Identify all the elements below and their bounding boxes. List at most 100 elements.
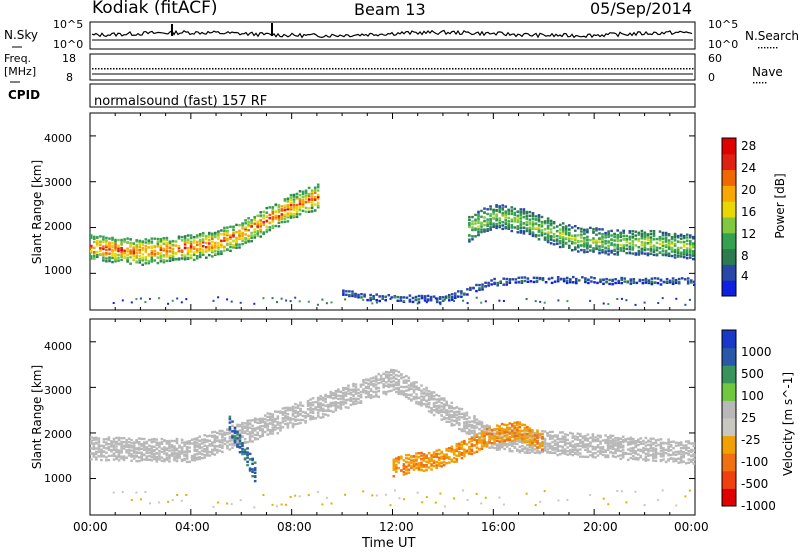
- velocity-cell: [566, 433, 569, 437]
- velocity-cell: [629, 456, 633, 460]
- power-cell: [673, 244, 677, 247]
- velocity-cell: [440, 461, 443, 464]
- power-cell: [564, 237, 568, 240]
- velocity-cell: [458, 427, 461, 431]
- velocity-cell: [105, 456, 108, 459]
- velocity-cell: [435, 466, 438, 470]
- freq-dot: [200, 68, 202, 70]
- power-cell: [114, 256, 117, 259]
- freq-dot: [305, 68, 307, 70]
- velocity-cell: [417, 403, 421, 406]
- freq-dot: [158, 68, 160, 70]
- power-cell: [667, 233, 671, 236]
- power-cell: [226, 248, 229, 251]
- velocity-cell: [483, 437, 486, 441]
- velocity-cell: [440, 402, 443, 405]
- power-cell: [177, 235, 181, 238]
- velocity-cell: [495, 448, 499, 451]
- velocity-cell: [90, 436, 93, 439]
- velocity-cell: [455, 442, 459, 446]
- power-cell: [495, 222, 498, 226]
- velocity-cell: [415, 400, 418, 404]
- velocity-cell: [606, 438, 610, 441]
- power-cell: [150, 246, 154, 250]
- velocity-cell: [158, 445, 161, 449]
- velocity-cell: [642, 439, 645, 443]
- velocity-cell: [607, 503, 610, 506]
- velocity-cell: [579, 432, 582, 436]
- velocity-cell: [180, 452, 184, 455]
- power-cell: [126, 241, 129, 244]
- velocity-cell: [475, 492, 478, 495]
- power-cell: [342, 293, 345, 296]
- velocity-cell: [284, 419, 287, 422]
- power-cell: [471, 223, 474, 226]
- velocity-cell: [422, 455, 426, 458]
- freq-dot: [170, 68, 172, 70]
- power-cell: [180, 301, 183, 304]
- velocity-cell: [625, 501, 628, 504]
- velocity-cell: [533, 438, 537, 441]
- velocity-cell: [432, 459, 436, 463]
- velocity-cell: [437, 406, 441, 409]
- velocity-cell: [142, 453, 146, 457]
- power-cell: [117, 256, 120, 260]
- velocity-cell: [92, 445, 96, 449]
- velocity-cell: [170, 449, 174, 452]
- velocity-cell: [120, 440, 123, 444]
- velocity-cell: [145, 455, 149, 458]
- velocity-cell: [541, 450, 544, 453]
- station-title: Kodiak (fitACF): [92, 0, 218, 18]
- velocity-cell: [526, 428, 529, 431]
- velocity-cell: [324, 397, 327, 401]
- velocity-cell: [395, 460, 398, 463]
- velocity-cell: [427, 397, 431, 401]
- power-cell: [644, 277, 648, 281]
- power-cell: [159, 252, 163, 255]
- velocity-cell: [148, 447, 151, 451]
- velocity-cell: [528, 448, 532, 451]
- power-cell: [463, 292, 466, 295]
- power-cell: [539, 300, 542, 303]
- velocity-cell: [352, 400, 355, 404]
- velocity-cell: [672, 457, 675, 460]
- power-cell: [499, 280, 502, 283]
- velocity-cell: [422, 395, 426, 398]
- power-cell: [102, 259, 105, 262]
- power-cell: [605, 280, 608, 284]
- velocity-cell: [230, 503, 233, 506]
- power-cell: [532, 280, 536, 284]
- velocity-cell: [473, 425, 476, 428]
- velocity-cell: [176, 494, 179, 496]
- velocity-cell: [516, 430, 519, 434]
- velocity-cell: [652, 454, 655, 457]
- velocity-cell: [410, 462, 413, 465]
- velocity-cell: [669, 457, 673, 460]
- power-cell: [477, 214, 480, 218]
- velocity-cell: [208, 454, 212, 457]
- velocity-cell: [367, 385, 370, 388]
- velocity-cell: [548, 434, 552, 437]
- velocity-cell: [437, 411, 441, 415]
- velocity-cell: [193, 455, 196, 458]
- power-cell: [543, 236, 547, 239]
- velocity-cell: [316, 411, 320, 414]
- power-cell: [483, 228, 486, 231]
- power-cell: [230, 300, 233, 303]
- velocity-cell: [473, 431, 476, 435]
- velocity-cell: [557, 499, 560, 502]
- power-cell: [262, 214, 265, 217]
- velocity-cell: [354, 392, 358, 395]
- power-cell: [460, 290, 463, 293]
- velocity-cell: [415, 455, 418, 458]
- nsearch-dot: [761, 47, 763, 49]
- velocity-cell: [526, 451, 529, 455]
- power-cell: [271, 220, 275, 223]
- velocity-cell: [329, 390, 333, 394]
- power-cell: [177, 249, 181, 253]
- power-cell: [670, 254, 674, 258]
- freq-dot: [401, 68, 403, 70]
- freq-dot: [398, 68, 400, 70]
- velocity-cell: [508, 443, 512, 446]
- velocity-cell: [589, 450, 592, 453]
